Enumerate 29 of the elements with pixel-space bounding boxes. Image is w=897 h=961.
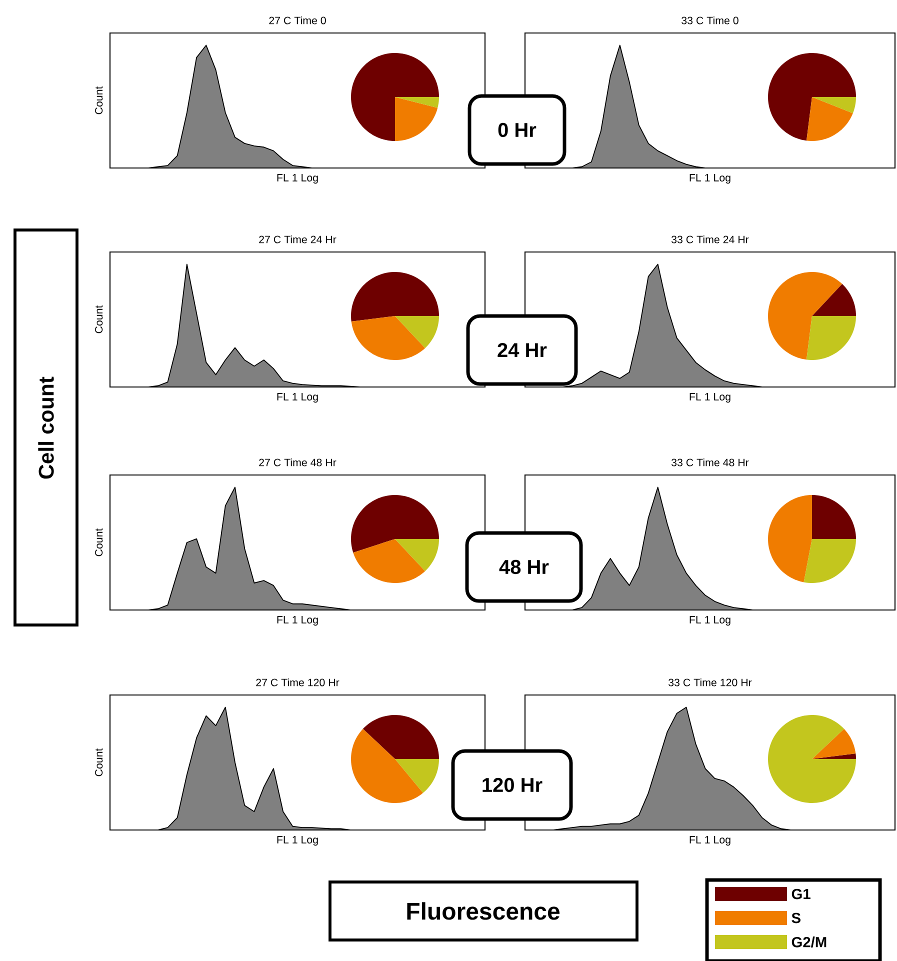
x-axis-title: FL 1 Log [690,836,730,846]
chart-title: 27 C Time 48 Hr [259,458,336,466]
y-axis-title: Count [95,305,103,334]
chart-title: 27 C Time 0 [269,16,326,24]
annotation: 48 Hr [499,560,549,574]
y-axis-title: Count [95,86,103,114]
x-axis-title: FL 1 Log [277,836,318,846]
legend-label: G2/M [792,936,826,948]
chart-title: 33 C Time 0 [682,16,738,24]
x-axis-title: FL 1 Log [277,616,318,626]
x-axis-title: FL 1 Log [690,616,730,626]
annotation: 120 Hr [482,778,542,792]
chart-title: 27 C Time 120 Hr [256,678,340,686]
chart-title: 33 C Time 120 Hr [668,678,752,686]
chart-title: 33 C Time 24 Hr [671,235,749,244]
y-axis-title: Count [95,748,103,776]
annotation: 0 Hr [498,122,536,138]
legend-label: S [792,912,800,924]
text: Fluorescence [407,902,560,920]
x-axis-title: FL 1 Log [690,393,730,403]
chart-title: 27 C Time 24 Hr [259,235,336,244]
y-axis-title: Count [95,528,103,556]
x-axis-title: FL 1 Log [277,174,318,184]
legend-label: G1 [792,888,810,900]
chart-title: 33 C Time 48 Hr [671,458,749,466]
annotation: 24 Hr [498,343,547,357]
x-axis-title: FL 1 Log [277,393,318,403]
text: Cell count [38,376,54,479]
x-axis-title: FL 1 Log [690,174,730,184]
